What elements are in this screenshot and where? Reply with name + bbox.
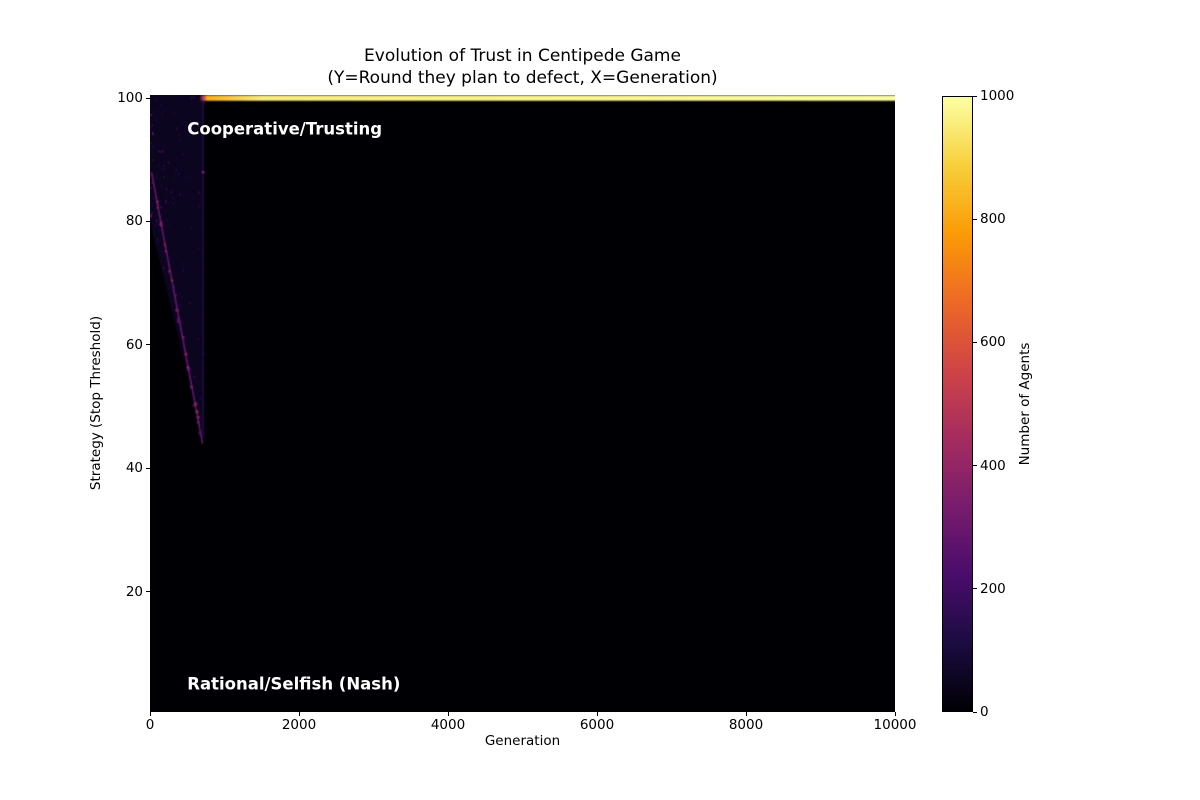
colorbar-tick-mark — [973, 588, 977, 590]
x-tick-mark — [149, 712, 151, 716]
chart-subtitle: (Y=Round they plan to defect, X=Generati… — [327, 67, 718, 88]
y-tick-label: 20 — [125, 583, 143, 600]
colorbar-tick-label: 800 — [980, 211, 1006, 228]
y-tick-mark — [146, 591, 150, 593]
x-tick-label: 0 — [145, 717, 155, 733]
x-tick-mark — [745, 712, 747, 716]
colorbar-tick-mark — [973, 465, 977, 467]
x-tick-label: 2000 — [281, 717, 317, 733]
y-tick-label: 80 — [125, 213, 143, 230]
y-tick-mark — [146, 344, 150, 346]
colorbar-tick-mark — [973, 95, 977, 97]
y-tick-label: 100 — [117, 90, 143, 107]
colorbar-tick-label: 400 — [980, 457, 1006, 474]
colorbar-tick-mark — [973, 218, 977, 220]
colorbar-tick-label: 600 — [980, 334, 1006, 351]
colorbar — [942, 96, 973, 712]
x-tick-label: 4000 — [430, 717, 466, 733]
y-tick-mark — [146, 220, 150, 222]
colorbar-tick-mark — [973, 341, 977, 343]
x-tick-label: 10000 — [873, 717, 917, 733]
colorbar-label: Number of Agents — [1017, 342, 1033, 466]
x-tick-label: 6000 — [579, 717, 615, 733]
colorbar-tick-label: 0 — [980, 704, 989, 720]
x-tick-mark — [894, 712, 896, 716]
colorbar-tick-mark — [973, 711, 977, 713]
annotation-rational: Rational/Selfish (Nash) — [187, 674, 401, 694]
y-tick-label: 40 — [125, 460, 143, 477]
x-tick-mark — [447, 712, 449, 716]
chart-title-block: Evolution of Trust in Centipede Game (Y=… — [150, 46, 895, 89]
y-tick-mark — [146, 467, 150, 469]
annotation-cooperative: Cooperative/Trusting — [187, 119, 383, 139]
x-tick-mark — [596, 712, 598, 716]
y-tick-mark — [146, 97, 150, 99]
y-tick-label: 60 — [125, 336, 143, 353]
chart-title: Evolution of Trust in Centipede Game — [364, 46, 681, 66]
x-tick-mark — [298, 712, 300, 716]
colorbar-tick-label: 1000 — [980, 88, 1015, 104]
x-tick-label: 8000 — [728, 717, 764, 733]
colorbar-tick-label: 200 — [980, 580, 1006, 597]
heatmap-canvas — [150, 95, 895, 712]
x-axis-label: Generation — [484, 733, 561, 749]
